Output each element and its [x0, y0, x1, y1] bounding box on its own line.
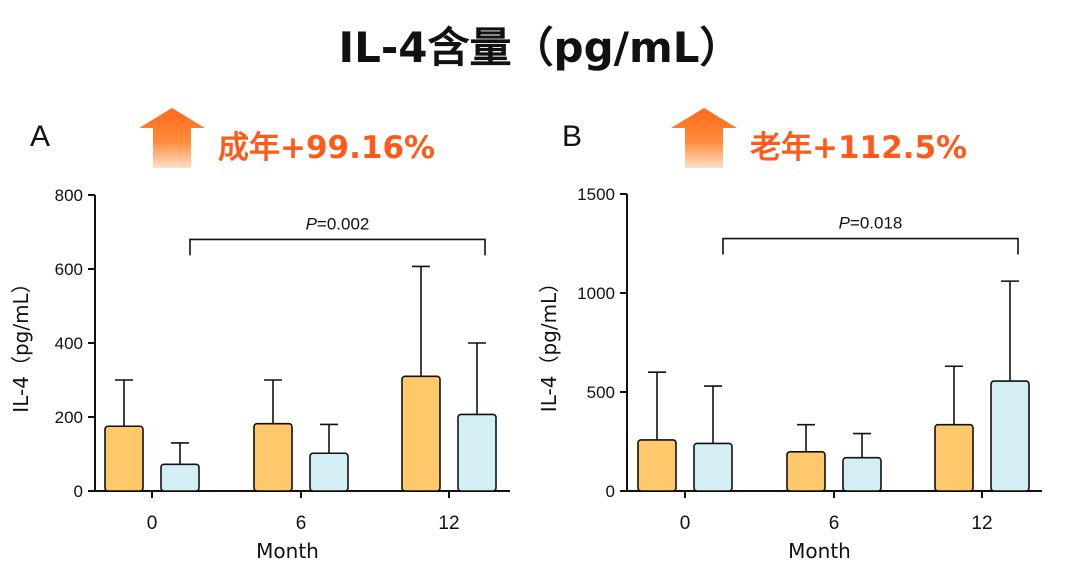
panel-b-x-tick-label: 6	[829, 513, 840, 534]
panel-b-bar-series-2	[842, 456, 882, 492]
panel-b-headline: 老年+112.5%	[750, 130, 967, 166]
panel-a-headline: 成年+99.16%	[218, 130, 435, 166]
panel-b-x-tick-label: 0	[680, 513, 691, 534]
panel-a-x-axis-label: Month	[256, 539, 319, 563]
panel-a-bar-series-2	[160, 463, 200, 492]
panel-a-y-axis-label: IL-4（pg/mL）	[9, 273, 33, 412]
panel-a-y-tick-label: 600	[55, 260, 83, 279]
panel-a-x-tick-label: 6	[296, 513, 307, 534]
panel-a-bar-series-2	[309, 452, 349, 492]
panel-b-significance-bracket	[722, 237, 1019, 255]
figure-title: IL-4含量（pg/mL）	[338, 23, 741, 72]
panel-b-p-value-symbol: P	[839, 214, 851, 233]
panel-a-y-tick-label: 800	[55, 186, 83, 205]
panel-b-x-tick-label: 12	[971, 513, 992, 534]
panel-b-bar-series-1	[786, 450, 826, 492]
panel-a-up-arrow-icon	[139, 108, 205, 168]
panel-b-y-tick-label: 1000	[577, 284, 615, 303]
panel-b-p-value-number: =0.018	[850, 214, 902, 233]
panel-a-bar-series-1	[253, 422, 293, 492]
panel-a-bar-series-1	[104, 425, 144, 492]
panel-b-chart: 0 500 1000 1500 0 6 12 Month IL-4（pg/mL） P=0.018	[537, 185, 1042, 563]
panel-a-x-tick-label: 0	[147, 513, 158, 534]
panel-b-y-tick-label: 0	[606, 482, 615, 501]
panel-b-bar-series-2	[693, 442, 733, 492]
panel-a-chart: 0 200 400 600 800 0 6 12 Month IL-4（pg/mL） P=0.002	[9, 186, 510, 563]
panel-b-bar-series-1	[934, 423, 974, 492]
panel-b-bar-series-1	[637, 439, 677, 492]
panel-a-letter: A	[30, 120, 50, 153]
panel-b-x-axis-label: Month	[788, 539, 851, 563]
panel-b-y-tick-label: 1500	[577, 185, 615, 204]
panel-b-bar-series-2	[990, 380, 1030, 492]
panel-a-x-tick-label: 12	[438, 513, 459, 534]
panel-a-p-value-symbol: P	[306, 214, 318, 233]
panel-a-y-tick-label: 400	[55, 334, 83, 353]
panel-b-y-axis-label: IL-4（pg/mL）	[537, 273, 561, 412]
panel-b-p-value: P=0.018	[839, 214, 903, 233]
panel-a-y-tick-label: 0	[74, 482, 83, 501]
panel-a-bar-series-1	[401, 375, 441, 492]
panel-a-bar-series-2	[457, 413, 497, 492]
panel-a-p-value: P=0.002	[306, 214, 370, 233]
panel-b-letter: B	[562, 120, 582, 153]
panel-a-significance-bracket	[189, 238, 486, 256]
panel-a-p-value-number: =0.002	[317, 214, 369, 233]
panel-a-y-tick-label: 200	[55, 408, 83, 427]
panel-b-y-tick-label: 500	[587, 383, 615, 402]
panel-b-up-arrow-icon	[671, 108, 737, 168]
